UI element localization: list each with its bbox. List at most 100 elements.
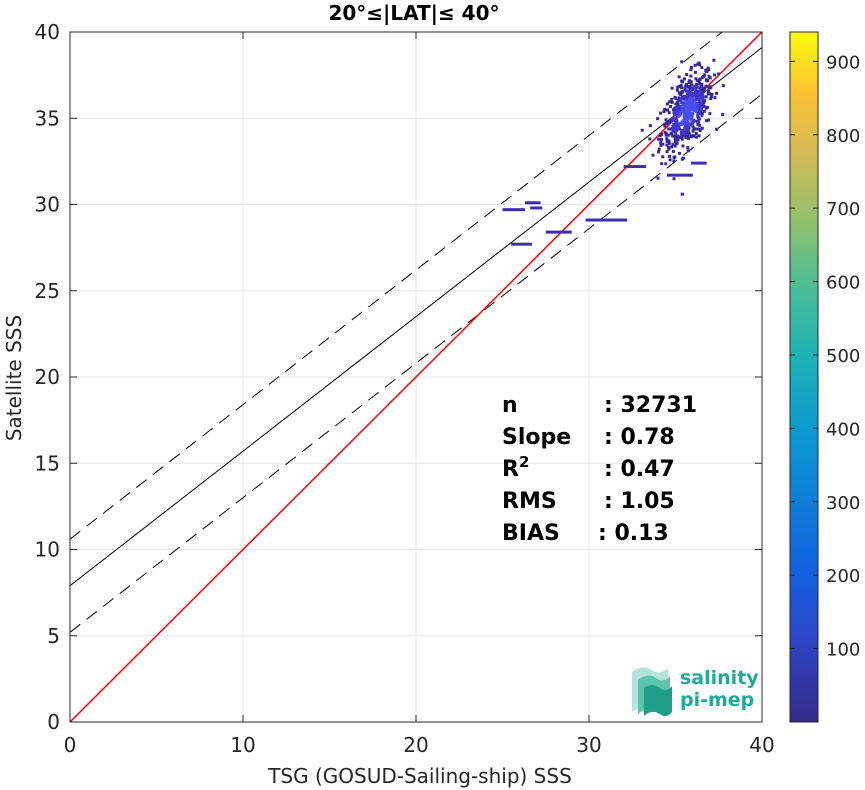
data-point xyxy=(683,134,687,138)
data-point xyxy=(715,127,719,131)
data-point xyxy=(670,86,674,90)
data-point xyxy=(686,112,690,116)
data-point xyxy=(686,120,690,124)
data-point xyxy=(691,112,695,116)
data-point xyxy=(659,141,663,145)
stat-value: : 0.78 xyxy=(604,425,675,450)
colorbar xyxy=(789,31,819,723)
data-point xyxy=(708,76,712,80)
data-point xyxy=(680,60,684,64)
data-point xyxy=(721,84,725,88)
y-tick-label: 30 xyxy=(35,193,60,217)
data-point xyxy=(675,126,679,130)
data-point xyxy=(670,97,674,101)
data-point xyxy=(700,126,704,130)
data-point xyxy=(676,138,680,142)
data-point xyxy=(656,117,660,121)
data-point xyxy=(693,91,697,95)
data-point xyxy=(689,80,693,84)
data-point xyxy=(694,101,698,105)
stat-value: : 0.47 xyxy=(604,457,675,482)
data-point xyxy=(668,158,672,162)
data-point xyxy=(656,176,660,180)
data-point xyxy=(679,105,683,109)
data-point xyxy=(675,128,679,132)
data-point xyxy=(707,74,711,78)
data-point xyxy=(524,201,541,205)
data-point xyxy=(701,94,705,98)
data-point xyxy=(698,92,702,96)
data-point xyxy=(689,122,693,126)
data-point xyxy=(686,136,690,140)
data-point xyxy=(673,113,677,117)
data-point xyxy=(680,86,684,90)
data-point xyxy=(697,95,701,99)
data-point xyxy=(689,114,693,118)
data-point xyxy=(691,124,695,128)
data-point xyxy=(666,120,670,124)
data-point xyxy=(712,58,716,62)
data-point xyxy=(705,119,709,123)
data-point xyxy=(666,145,670,149)
data-point xyxy=(707,118,711,122)
data-point xyxy=(682,121,686,125)
data-point xyxy=(697,127,701,131)
data-point xyxy=(674,135,678,139)
data-point xyxy=(688,96,692,100)
data-point xyxy=(680,192,685,196)
data-point xyxy=(680,89,684,93)
data-point xyxy=(704,84,708,88)
data-point xyxy=(697,117,701,121)
data-point xyxy=(698,123,702,127)
data-point xyxy=(685,73,689,77)
data-point xyxy=(666,133,670,137)
data-point xyxy=(702,100,706,104)
data-point xyxy=(695,78,699,82)
data-point xyxy=(664,133,668,137)
data-point xyxy=(708,112,712,116)
colorbar-ticks: 100 200 300 400 500 600 700 800 900 xyxy=(790,52,860,661)
data-point xyxy=(670,131,674,135)
y-tick-label: 0 xyxy=(47,710,60,734)
data-point xyxy=(657,147,661,151)
colorbar-tick-label: 500 xyxy=(826,346,860,367)
data-point xyxy=(666,122,670,126)
data-point xyxy=(670,100,674,104)
data-point xyxy=(661,155,665,159)
data-point xyxy=(686,146,690,150)
y-tick-label: 10 xyxy=(35,538,60,562)
data-point xyxy=(640,128,644,132)
data-point xyxy=(685,95,689,99)
data-point xyxy=(709,97,713,101)
data-point xyxy=(687,109,691,113)
data-point xyxy=(676,135,680,139)
data-point xyxy=(648,124,652,128)
data-point xyxy=(662,109,666,113)
colorbar-tick-label: 900 xyxy=(826,52,860,73)
data-point xyxy=(703,99,707,103)
data-point xyxy=(687,91,691,95)
data-point xyxy=(706,66,710,70)
data-point xyxy=(664,118,668,122)
x-tick-label: 0 xyxy=(64,733,77,757)
data-point xyxy=(696,97,700,101)
x-tick-label: 30 xyxy=(576,733,601,757)
data-point xyxy=(661,142,665,146)
data-point xyxy=(683,87,687,91)
stat-value: : 1.05 xyxy=(604,489,675,514)
data-point xyxy=(665,143,669,147)
data-point xyxy=(670,117,674,121)
data-point xyxy=(664,132,668,136)
data-point xyxy=(672,159,676,163)
data-point xyxy=(688,103,692,107)
data-point xyxy=(680,122,684,126)
data-point xyxy=(677,84,681,88)
data-point xyxy=(697,61,701,65)
data-point xyxy=(683,126,687,130)
data-point xyxy=(676,123,680,127)
data-point xyxy=(685,106,689,110)
data-point xyxy=(699,104,703,108)
colorbar-tick-label: 100 xyxy=(826,640,860,661)
data-point xyxy=(502,208,525,212)
data-point xyxy=(680,79,684,83)
